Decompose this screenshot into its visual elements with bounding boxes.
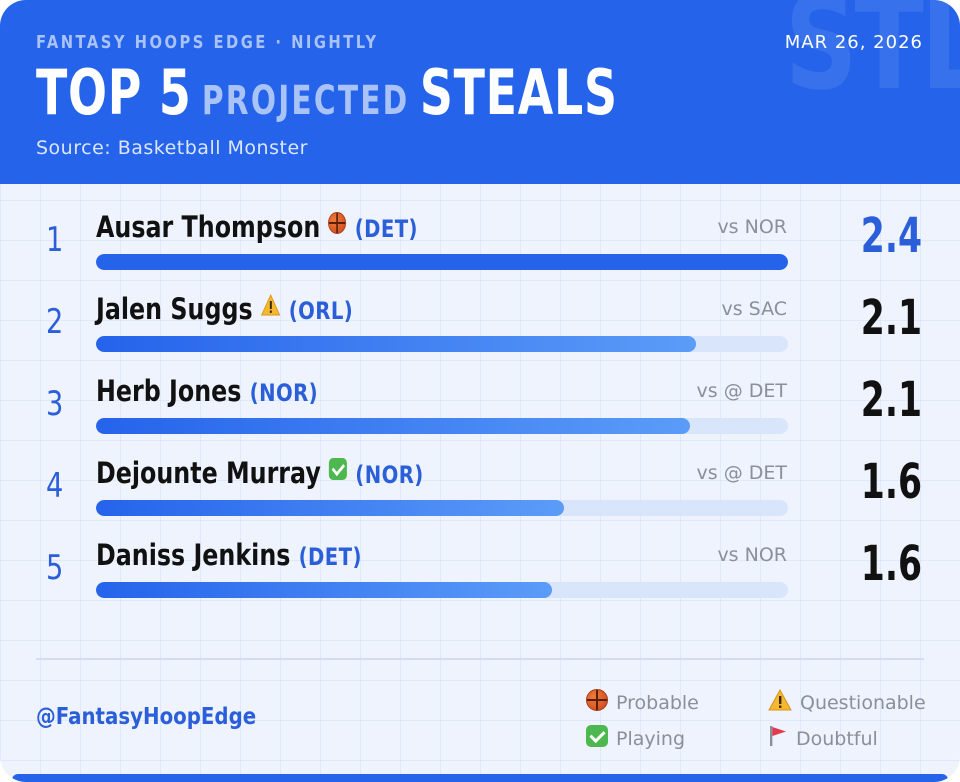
team-abbr: (DET) bbox=[298, 543, 362, 571]
bottom-accent-bar bbox=[12, 774, 948, 782]
team-abbr: (ORL) bbox=[288, 297, 354, 325]
rank-number: 5 bbox=[46, 548, 64, 588]
opponent-text: vs NOR bbox=[717, 216, 787, 238]
rank-number: 2 bbox=[46, 302, 64, 342]
flag-icon bbox=[768, 725, 788, 752]
rank-number: 1 bbox=[46, 220, 64, 260]
steals-bar bbox=[96, 582, 553, 598]
steals-bar bbox=[96, 418, 690, 434]
legend-label: Playing bbox=[616, 728, 686, 750]
title-part-projected: PROJECTED bbox=[201, 78, 410, 124]
source-text: Source: Basketball Monster bbox=[36, 137, 308, 159]
legend-playing: Playing bbox=[586, 725, 685, 752]
opponent-text: vs SAC bbox=[721, 298, 787, 320]
legend-label: Doubtful bbox=[796, 728, 878, 750]
header-banner: STL FANTASY HOOPS EDGE · NIGHTLY MAR 26,… bbox=[0, 0, 960, 184]
player-row: 3 Herb Jones (NOR) vs @ DET 2.1 bbox=[0, 360, 960, 442]
rank-number: 3 bbox=[46, 384, 64, 424]
basketball-icon bbox=[328, 212, 347, 238]
player-name-line: Herb Jones (NOR) bbox=[96, 374, 318, 408]
legend-questionable: Questionable bbox=[768, 688, 926, 716]
page-title: TOP 5 PROJECTED STEALS bbox=[36, 56, 618, 129]
player-name-line: Daniss Jenkins (DET) bbox=[96, 538, 362, 572]
player-name: Ausar Thompson bbox=[96, 210, 321, 244]
rank-number: 4 bbox=[46, 466, 64, 506]
opponent-text: vs @ DET bbox=[696, 380, 787, 402]
player-name-line: Jalen Suggs (ORL) bbox=[96, 292, 353, 326]
player-name: Daniss Jenkins bbox=[96, 538, 291, 572]
bar-track bbox=[96, 336, 788, 352]
steals-value: 2.1 bbox=[860, 372, 922, 428]
opponent-text: vs @ DET bbox=[696, 462, 787, 484]
basketball-icon bbox=[586, 689, 608, 716]
social-handle: @FantasyHoopEdge bbox=[36, 704, 257, 730]
opponent-text: vs NOR bbox=[717, 544, 787, 566]
footer-divider bbox=[36, 658, 924, 660]
player-row: 1 Ausar Thompson (DET) vs NOR 2.4 bbox=[0, 196, 960, 278]
date-text: MAR 26, 2026 bbox=[784, 32, 923, 53]
warning-icon bbox=[260, 293, 281, 320]
player-name: Herb Jones bbox=[96, 374, 242, 408]
team-abbr: (NOR) bbox=[355, 461, 424, 489]
team-abbr: (NOR) bbox=[249, 379, 319, 407]
steals-value: 2.1 bbox=[860, 290, 922, 346]
legend-label: Questionable bbox=[800, 692, 926, 714]
bar-track bbox=[96, 582, 788, 598]
player-name: Dejounte Murray bbox=[96, 456, 321, 490]
steals-bar bbox=[96, 254, 788, 270]
steals-bar bbox=[96, 336, 696, 352]
watermark-text: STL bbox=[784, 0, 960, 119]
legend-label: Probable bbox=[616, 692, 699, 714]
bar-track bbox=[96, 254, 788, 270]
player-name-line: Ausar Thompson (DET) bbox=[96, 210, 418, 244]
bar-track bbox=[96, 418, 788, 434]
steals-value: 2.4 bbox=[860, 208, 922, 264]
bar-track bbox=[96, 500, 788, 516]
legend-probable: Probable bbox=[586, 689, 699, 716]
warning-icon bbox=[768, 688, 792, 716]
team-abbr: (DET) bbox=[354, 215, 418, 243]
steals-value: 1.6 bbox=[860, 454, 922, 510]
title-part-top5: TOP 5 bbox=[36, 56, 192, 129]
legend-doubtful: Doubtful bbox=[768, 725, 878, 752]
player-name: Jalen Suggs bbox=[96, 292, 253, 326]
player-row: 5 Daniss Jenkins (DET) vs NOR 1.6 bbox=[0, 524, 960, 606]
steals-value: 1.6 bbox=[860, 536, 922, 592]
kicker-text: FANTASY HOOPS EDGE · NIGHTLY bbox=[36, 32, 379, 53]
check-icon bbox=[329, 458, 348, 484]
player-row: 2 Jalen Suggs (ORL) vs SAC 2.1 bbox=[0, 278, 960, 360]
player-row: 4 Dejounte Murray (NOR) vs @ DET 1.6 bbox=[0, 442, 960, 524]
check-icon bbox=[586, 725, 608, 752]
title-part-steals: STEALS bbox=[419, 56, 618, 129]
player-name-line: Dejounte Murray (NOR) bbox=[96, 456, 424, 490]
steals-bar bbox=[96, 500, 564, 516]
